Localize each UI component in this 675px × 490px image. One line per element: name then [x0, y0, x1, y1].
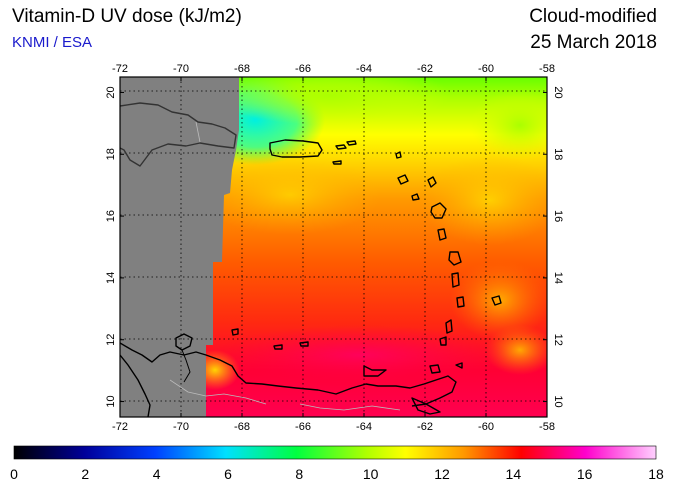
colorbar-tick-label: 2 [81, 466, 89, 482]
colorbar-tick-label: 18 [648, 466, 664, 482]
colorbar-labels: 0 2 4 6 8 10 12 14 16 18 [10, 466, 664, 482]
lon-tick-label: -68 [234, 63, 250, 75]
uv-dose-field [120, 77, 547, 417]
lat-tick-label: 20 [552, 86, 564, 98]
lat-tick-label: 12 [105, 334, 117, 346]
colorbar-tick-label: 0 [10, 466, 18, 482]
lat-tick-label: 16 [552, 210, 564, 222]
colorbar [13, 445, 657, 460]
lat-axis-right: 10 12 14 16 18 20 [552, 86, 564, 407]
lat-tick-label: 16 [105, 210, 117, 222]
lon-tick-label: -70 [173, 63, 189, 75]
lon-tick-label: -70 [173, 421, 189, 433]
lon-tick-label: -66 [295, 63, 311, 75]
lon-axis-top: -72 -70 -68 -66 -64 -62 -60 -58 [112, 63, 555, 75]
lon-tick-label: -60 [478, 421, 494, 433]
lon-tick-label: -58 [539, 63, 555, 75]
lat-tick-label: 14 [552, 272, 564, 284]
lon-tick-label: -62 [417, 421, 433, 433]
coastlines [120, 102, 502, 417]
lat-tick-label: 18 [552, 148, 564, 160]
lat-tick-label: 10 [552, 395, 564, 407]
lon-axis-bottom: -72 -70 -68 -66 -64 -62 -60 -58 [112, 421, 555, 433]
date-label: 25 March 2018 [530, 32, 657, 53]
lon-tick-label: -72 [112, 63, 128, 75]
lon-tick-label: -64 [356, 421, 372, 433]
lon-tick-label: -58 [539, 421, 555, 433]
no-data-region [120, 77, 239, 417]
colorbar-tick-label: 4 [153, 466, 161, 482]
lon-tick-label: -60 [478, 63, 494, 75]
map-title: Vitamin-D UV dose (kJ/m2) [12, 6, 242, 27]
credit-label: KNMI / ESA [12, 34, 93, 51]
lon-tick-label: -62 [417, 63, 433, 75]
lon-tick-label: -64 [356, 63, 372, 75]
lat-axis-left: 10 12 14 16 18 20 [105, 86, 117, 407]
colorbar-tick-label: 6 [224, 466, 232, 482]
colorbar-tick-label: 10 [363, 466, 379, 482]
lon-tick-label: -66 [295, 421, 311, 433]
colorbar-tick-label: 16 [577, 466, 593, 482]
colorbar-tick-label: 8 [295, 466, 303, 482]
lat-tick-label: 20 [105, 86, 117, 98]
map-frame [119, 76, 548, 418]
lat-tick-label: 10 [105, 395, 117, 407]
mode-label: Cloud-modified [529, 6, 657, 27]
lon-tick-label: -68 [234, 421, 250, 433]
tick-marks [119, 77, 548, 417]
lat-tick-label: 14 [105, 272, 117, 284]
lat-tick-label: 18 [105, 148, 117, 160]
colorbar-tick-label: 14 [506, 466, 522, 482]
lon-tick-label: -72 [112, 421, 128, 433]
lat-lon-grid [120, 77, 547, 417]
puerto-rico [269, 139, 323, 158]
lat-tick-label: 12 [552, 334, 564, 346]
colorbar-tick-label: 12 [434, 466, 450, 482]
